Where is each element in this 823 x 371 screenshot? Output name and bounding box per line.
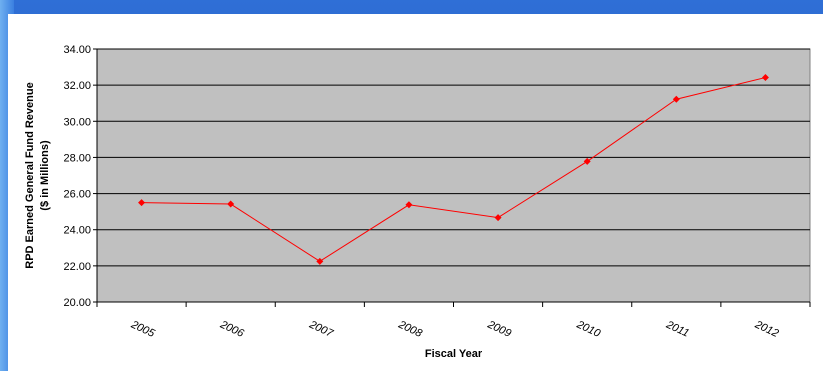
x-tick-label: 2009 [485,318,513,340]
data-point [494,214,502,222]
y-axis-subtitle: ($ in Millions) [39,140,51,211]
series-line [141,77,766,262]
x-tick-label: 2006 [217,318,246,340]
data-point [583,157,591,165]
y-tick-label: 20.00 [63,297,91,309]
plot-area [96,48,811,303]
y-tick-label: 34.00 [63,44,91,56]
y-tick-label: 30.00 [63,116,91,128]
x-tick-label: 2005 [128,318,157,340]
x-tick-label: 2010 [574,318,603,340]
y-axis-ticks: 20.00 22.00 24.00 26.00 28.00 30.00 32.00 34.00 [63,44,97,309]
x-tick-label: 2012 [752,318,780,340]
y-tick-label: 32.00 [63,80,91,92]
x-tick-label: 2008 [396,318,425,340]
gridlines [96,48,811,307]
y-tick-label: 22.00 [63,261,91,273]
y-tick-label: 28.00 [63,152,91,164]
data-point [761,74,769,82]
x-axis-title: Fiscal Year [425,348,483,360]
data-point [227,200,235,208]
data-point [405,201,413,209]
y-axis-title: RPD Earned General Fund Revenue [24,82,36,268]
y-tick-label: 24.00 [63,225,91,237]
data-point [316,257,324,265]
data-point [138,199,146,207]
series-markers [138,74,769,265]
y-tick-label: 26.00 [63,189,91,201]
data-point [672,95,680,103]
x-tick-label: 2007 [307,318,336,340]
x-axis-ticks: 2005 2006 2007 2008 2009 2010 2011 2012 [128,318,780,340]
x-tick-label: 2011 [663,318,690,339]
